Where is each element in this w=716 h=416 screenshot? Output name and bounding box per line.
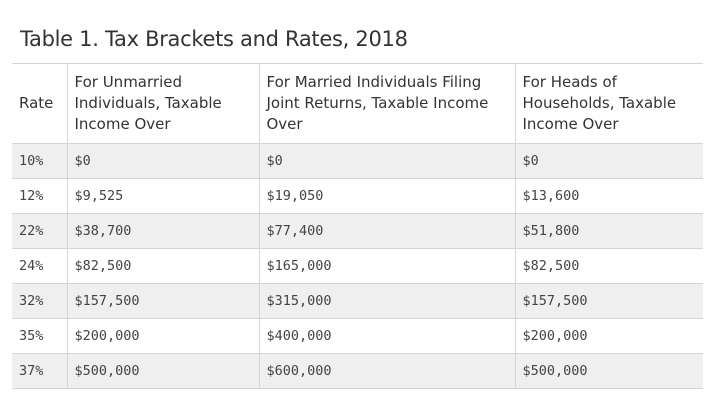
- table-body: 10% $0 $0 $0 12% $9,525 $19,050 $13,600 22% $38,7…: [12, 143, 703, 389]
- table-cell: $200,000: [514, 318, 703, 354]
- table-row: 32% $157,500 $315,000 $157,500: [12, 283, 703, 319]
- table-cell: $400,000: [258, 318, 516, 354]
- table-cell: $82,500: [514, 248, 703, 284]
- table-cell: $0: [258, 143, 516, 179]
- table-cell: $500,000: [66, 353, 260, 389]
- tax-table: Rate For Unmarried Individuals, Taxable I…: [12, 63, 703, 389]
- table-cell: 22%: [12, 213, 68, 249]
- table-cell: $315,000: [258, 283, 516, 319]
- table-row: 24% $82,500 $165,000 $82,500: [12, 248, 703, 284]
- table-cell: $600,000: [258, 353, 516, 389]
- table-cell: $157,500: [514, 283, 703, 319]
- table-title: Table 1. Tax Brackets and Rates, 2018: [20, 27, 408, 51]
- table-cell: $500,000: [514, 353, 703, 389]
- column-header: For Married Individuals Filing Joint Ret…: [258, 63, 516, 144]
- table-cell: 24%: [12, 248, 68, 284]
- table-cell: 10%: [12, 143, 68, 179]
- table-row: 10% $0 $0 $0: [12, 143, 703, 179]
- table-row: 12% $9,525 $19,050 $13,600: [12, 178, 703, 214]
- table-cell: $77,400: [258, 213, 516, 249]
- table-cell: $38,700: [66, 213, 260, 249]
- table-cell: 32%: [12, 283, 68, 319]
- table-row: 37% $500,000 $600,000 $500,000: [12, 353, 703, 389]
- table-cell: $13,600: [514, 178, 703, 214]
- table-cell: $19,050: [258, 178, 516, 214]
- table-row: 35% $200,000 $400,000 $200,000: [12, 318, 703, 354]
- table-cell: $0: [514, 143, 703, 179]
- table-cell: $9,525: [66, 178, 260, 214]
- column-header: For Unmarried Individuals, Taxable Incom…: [66, 63, 260, 144]
- table-cell: $200,000: [66, 318, 260, 354]
- table-cell: 37%: [12, 353, 68, 389]
- table-row: 22% $38,700 $77,400 $51,800: [12, 213, 703, 249]
- table-cell: $157,500: [66, 283, 260, 319]
- table-cell: $165,000: [258, 248, 516, 284]
- table-cell: 12%: [12, 178, 68, 214]
- table-cell: 35%: [12, 318, 68, 354]
- column-header: Rate: [12, 63, 68, 144]
- column-header: For Heads of Households, Taxable Income …: [514, 63, 703, 144]
- table-cell: $0: [66, 143, 260, 179]
- table-cell: $82,500: [66, 248, 260, 284]
- header-row: Rate For Unmarried Individuals, Taxable I…: [12, 63, 703, 144]
- table-cell: $51,800: [514, 213, 703, 249]
